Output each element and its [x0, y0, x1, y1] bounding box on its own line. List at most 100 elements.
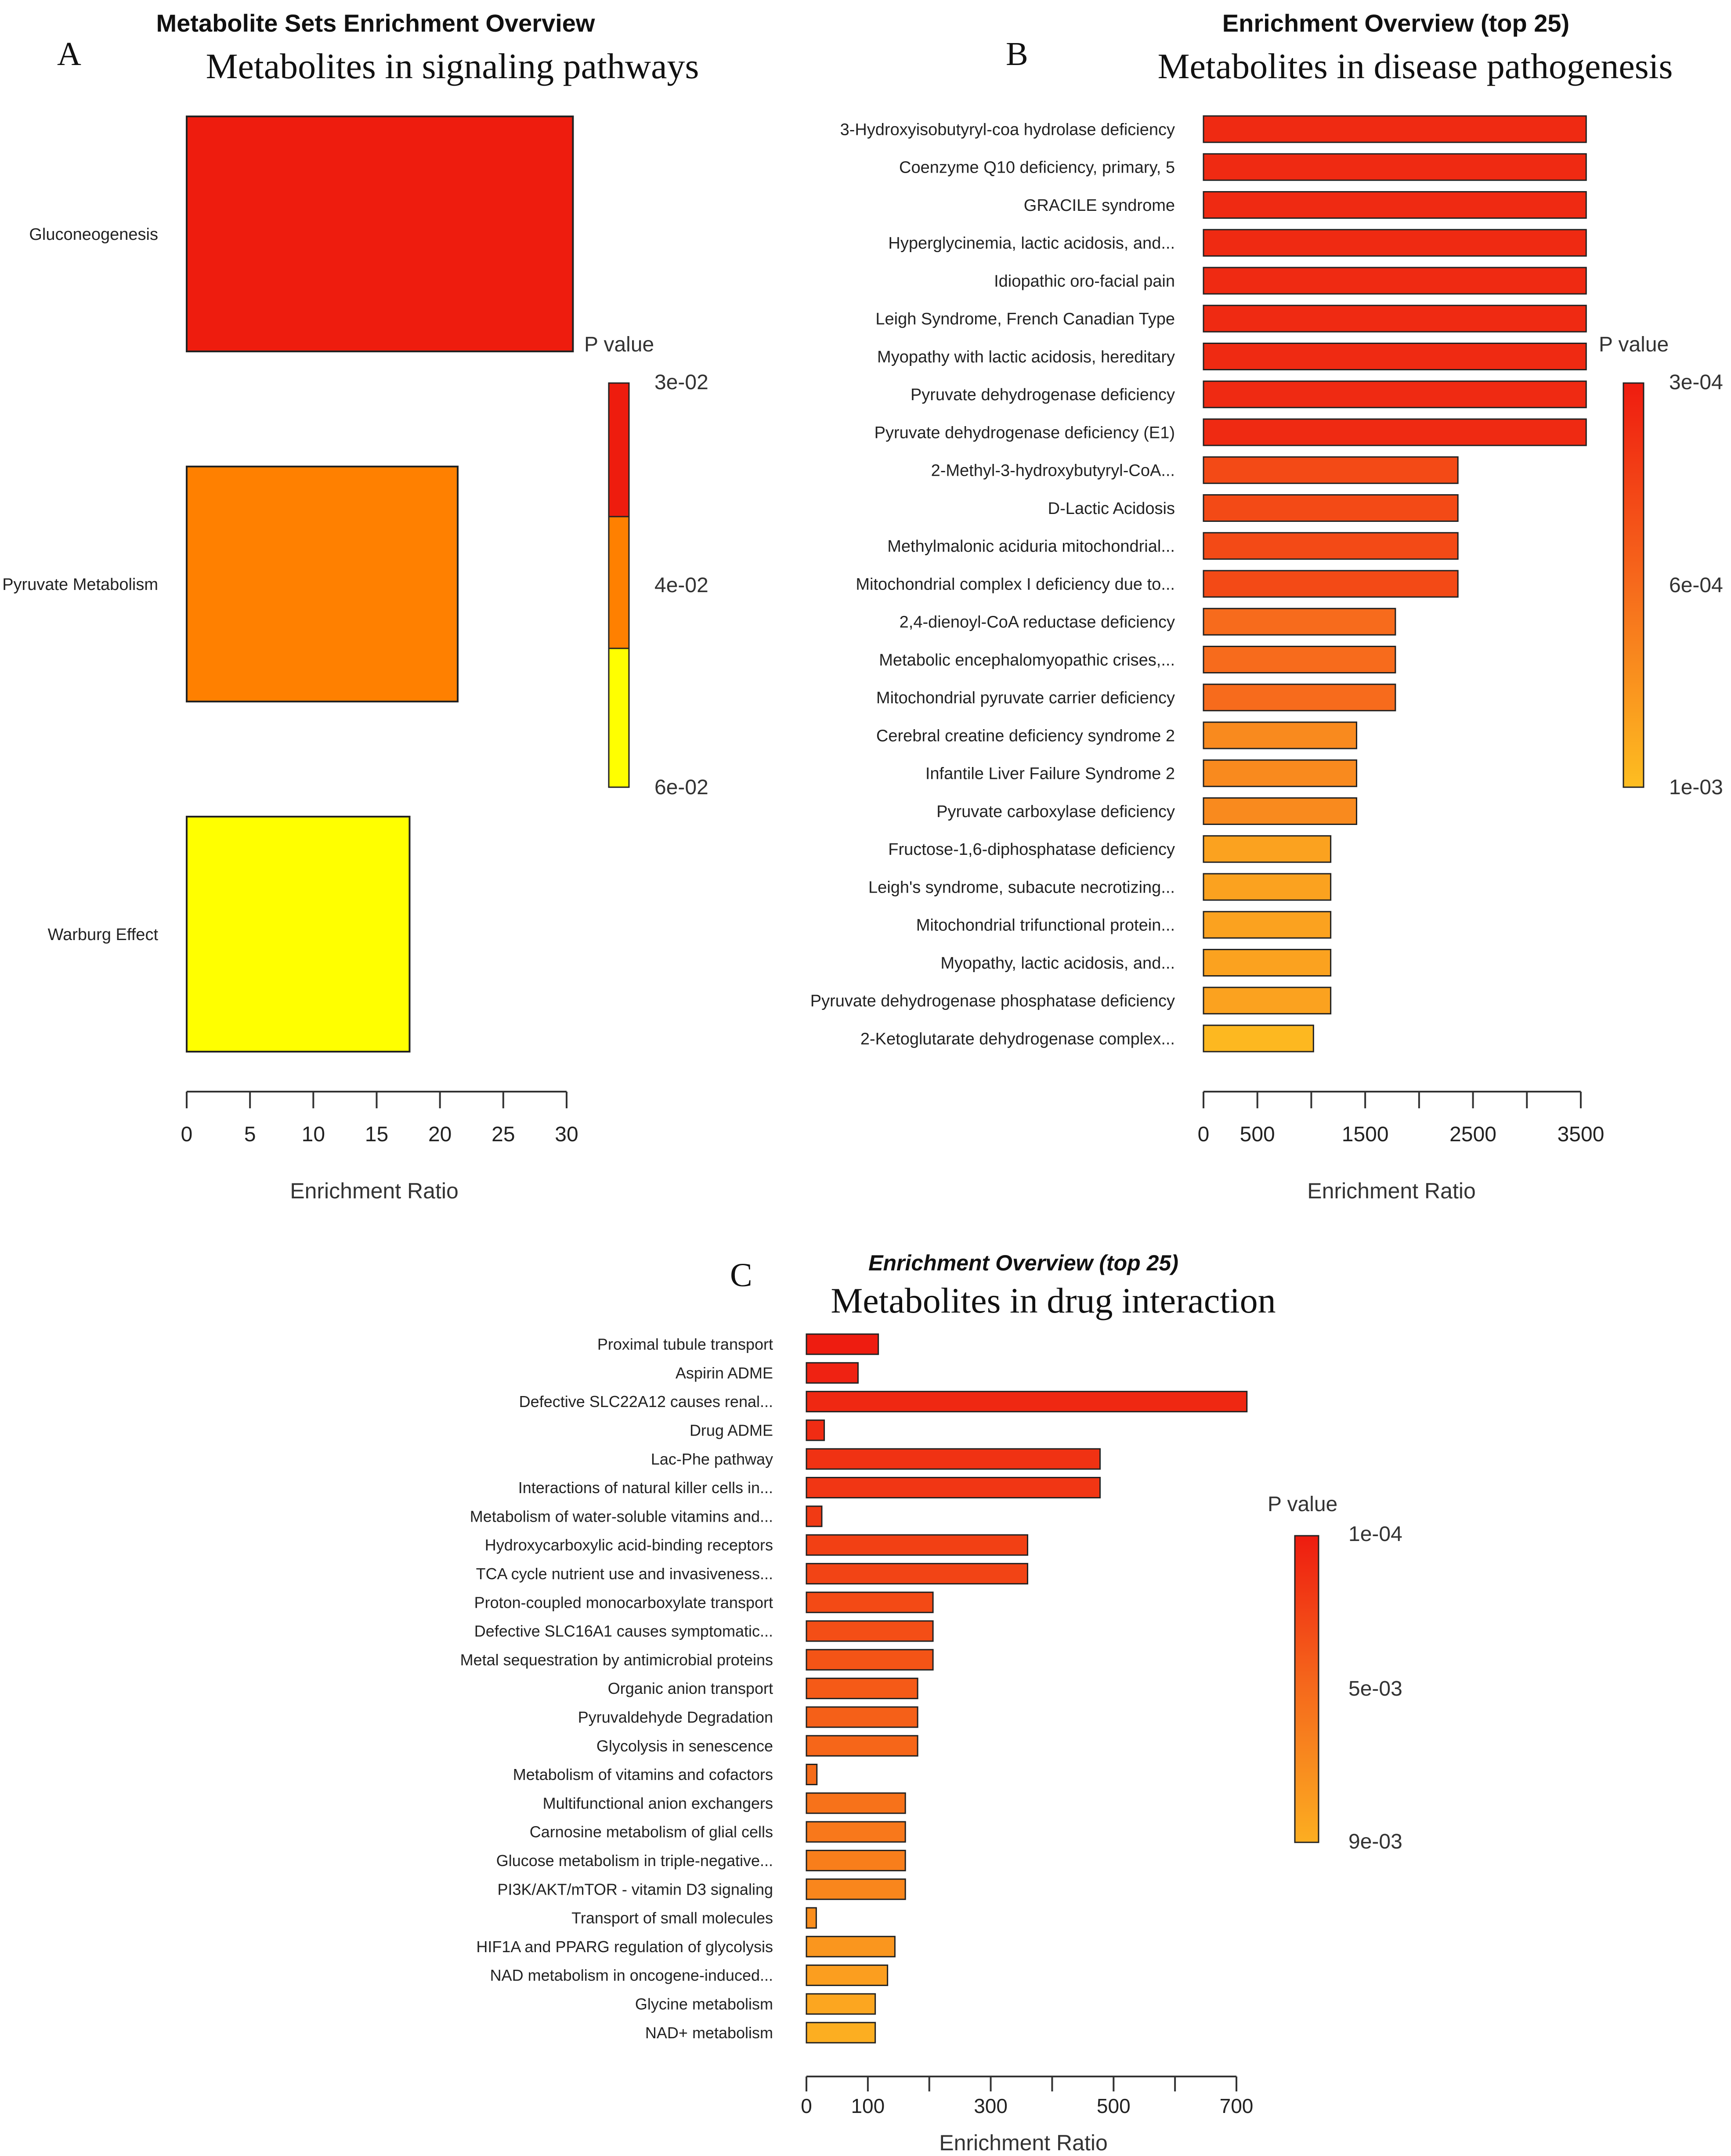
panel-b-bar-13: [1203, 570, 1459, 598]
panel-b-bar-9: [1203, 418, 1587, 446]
panel-b-bar-7: [1203, 343, 1587, 370]
panel-c-category-labels: Proximal tubule transport Aspirin ADME Def…: [460, 1335, 773, 2042]
panel-c-bar-13: [806, 1678, 918, 1700]
panel-b-category-labels: 3-Hydroxyisobutyryl-coa hydrolase defici…: [810, 120, 1175, 1048]
panel-b-category-label-14: 2,4-dienoyl-CoA reductase deficiency: [900, 613, 1175, 632]
panel-c-bar-21: [806, 1907, 817, 1929]
panel-a-category-label-2: Pyruvate Metabolism: [2, 575, 158, 594]
panel-c-category-label-10: Proton-coupled monocarboxylate transport: [474, 1593, 773, 1611]
panel-c-category-label-20: PI3K/AKT/mTOR - vitamin D3 signaling: [497, 1880, 773, 1898]
panel-c-x-tick-label-4: 500: [1097, 2095, 1131, 2117]
panel-a-bar-3: [186, 816, 411, 1053]
panel-c-category-label-14: Pyruvaldehyde Degradation: [578, 1708, 773, 1726]
panel-b-category-label-17: Cerebral creatine deficiency syndrome 2: [876, 727, 1175, 745]
panel-b-bar-24: [1203, 987, 1332, 1015]
panel-c-bar-24: [806, 1993, 876, 2015]
panel-b-category-label-11: D-Lactic Acidosis: [1048, 499, 1175, 518]
panel-b-x-tick-label-1: 0: [1198, 1123, 1210, 1146]
panel-b-chart-title: Enrichment Overview (top 25): [1222, 9, 1569, 37]
panel-b-x-tick-label-2: 500: [1240, 1123, 1275, 1146]
panel-c-legend-label-3: 9e-03: [1348, 1830, 1402, 1853]
panel-a-x-axis: 0 5 10 15 20 25 30: [181, 1091, 578, 1146]
panel-c-bar-3: [806, 1391, 1248, 1413]
panel-a-x-tick-label-6: 25: [491, 1123, 515, 1146]
panel-c-legend: P value 1e-04 5e-03 9e-03: [1268, 1493, 1402, 1853]
panel-a-legend-swatch-1: [608, 382, 630, 517]
panel-c-category-label-4: Drug ADME: [690, 1422, 773, 1440]
panel-b-category-label-12: Methylmalonic aciduria mitochondrial...: [887, 537, 1175, 556]
panel-b-category-label-25: 2-Ketoglutarate dehydrogenase complex...: [860, 1030, 1175, 1048]
panel-b-bar-12: [1203, 532, 1459, 560]
panel-c-legend-title: P value: [1268, 1493, 1337, 1516]
panel-b-category-label-15: Metabolic encephalomyopathic crises,...: [879, 651, 1175, 669]
panel-b-legend-colorbar: [1623, 382, 1644, 788]
panel-c-bar-17: [806, 1792, 906, 1814]
panel-c-bars: [806, 1333, 1248, 2044]
panel-b-bar-2: [1203, 153, 1587, 181]
panel-c-x-tick-label-1: 0: [801, 2095, 812, 2117]
panel-c-x-tick-label-2: 100: [851, 2095, 885, 2117]
panel-c-category-label-24: Glycine metabolism: [635, 1995, 773, 2013]
panel-a-legend-swatch-3: [608, 648, 630, 788]
panel-b-legend-label-3: 1e-03: [1669, 776, 1723, 799]
panel-c-category-label-25: NAD+ metabolism: [645, 2024, 773, 2042]
panel-b-bars: [1203, 115, 1587, 1053]
panel-b-category-label-2: Coenzyme Q10 deficiency, primary, 5: [899, 159, 1175, 177]
panel-c-category-label-1: Proximal tubule transport: [597, 1335, 773, 1353]
panel-a-category-label-3: Warburg Effect: [48, 926, 159, 944]
panel-b-bar-22: [1203, 911, 1332, 939]
panel-b-x-tick-label-4: 2500: [1449, 1123, 1496, 1146]
panel-c-bar-18: [806, 1821, 906, 1843]
panel-a: Metabolite Sets Enrichment Overview A Me…: [2, 9, 708, 1203]
panel-a-legend-label-3: 6e-02: [654, 776, 708, 799]
panel-b-bar-18: [1203, 759, 1358, 787]
panel-b: Enrichment Overview (top 25) B Metabolit…: [810, 9, 1723, 1203]
panel-a-chart-title: Metabolite Sets Enrichment Overview: [156, 9, 595, 37]
panel-b-category-label-5: Idiopathic oro-facial pain: [994, 272, 1175, 290]
panel-b-bar-19: [1203, 797, 1358, 825]
panel-c-category-label-16: Metabolism of vitamins and cofactors: [513, 1765, 773, 1783]
panel-b-category-label-3: GRACILE syndrome: [1024, 196, 1175, 215]
panel-a-letter: A: [57, 36, 81, 72]
panel-c-bar-23: [806, 1964, 889, 1986]
panel-b-category-label-22: Mitochondrial trifunctional protein...: [916, 916, 1175, 935]
panel-a-bar-1: [186, 116, 574, 352]
panel-c-category-label-23: NAD metabolism in oncogene-induced...: [490, 1966, 773, 1984]
panel-a-category-label-1: Gluconeogenesis: [29, 225, 158, 244]
panel-c-x-axis-label: Enrichment Ratio: [939, 2131, 1108, 2155]
panel-c-legend-label-1: 1e-04: [1348, 1523, 1402, 1546]
panel-c-category-label-22: HIF1A and PPARG regulation of glycolysis: [476, 1938, 773, 1956]
panel-c-category-label-5: Lac-Phe pathway: [651, 1450, 773, 1468]
panel-a-x-tick-label-2: 5: [244, 1123, 256, 1146]
panel-b-bar-15: [1203, 646, 1396, 673]
panel-c-legend-label-2: 5e-03: [1348, 1677, 1402, 1700]
panel-b-bar-17: [1203, 721, 1358, 749]
panel-b-x-tick-label-3: 1500: [1342, 1123, 1389, 1146]
panel-c: Enrichment Overview (top 25) C Metabolit…: [460, 1251, 1402, 2155]
panel-b-category-label-23: Myopathy, lactic acidosis, and...: [940, 954, 1175, 973]
panel-c-x-tick-label-5: 700: [1220, 2095, 1254, 2117]
panel-a-subtitle: Metabolites in signaling pathways: [206, 46, 699, 86]
panel-b-subtitle: Metabolites in disease pathogenesis: [1158, 46, 1673, 86]
panel-c-letter: C: [730, 1257, 752, 1294]
panel-c-bar-16: [806, 1764, 818, 1785]
panel-c-bar-8: [806, 1534, 1028, 1556]
panel-c-bar-7: [806, 1505, 823, 1527]
panel-c-bar-22: [806, 1935, 896, 1957]
panel-b-bar-20: [1203, 835, 1332, 863]
panel-b-bar-16: [1203, 684, 1396, 712]
panel-b-bar-6: [1203, 304, 1587, 333]
panel-c-bar-20: [806, 1878, 906, 1900]
panel-c-bar-2: [806, 1362, 859, 1384]
panel-b-category-label-18: Infantile Liver Failure Syndrome 2: [925, 765, 1175, 783]
panel-c-bar-9: [806, 1563, 1028, 1584]
panel-a-x-tick-label-7: 30: [555, 1123, 578, 1146]
panel-b-bar-23: [1203, 949, 1332, 977]
panel-c-bar-12: [806, 1649, 934, 1671]
panel-b-bar-1: [1203, 115, 1587, 143]
panel-b-category-label-6: Leigh Syndrome, French Canadian Type: [875, 310, 1175, 329]
panel-a-bars: [186, 116, 574, 1053]
panel-a-legend: P value 3e-02 4e-02 6e-02: [584, 333, 708, 799]
panel-c-category-label-3: Defective SLC22A12 causes renal...: [519, 1393, 773, 1411]
panel-c-bar-11: [806, 1620, 934, 1642]
